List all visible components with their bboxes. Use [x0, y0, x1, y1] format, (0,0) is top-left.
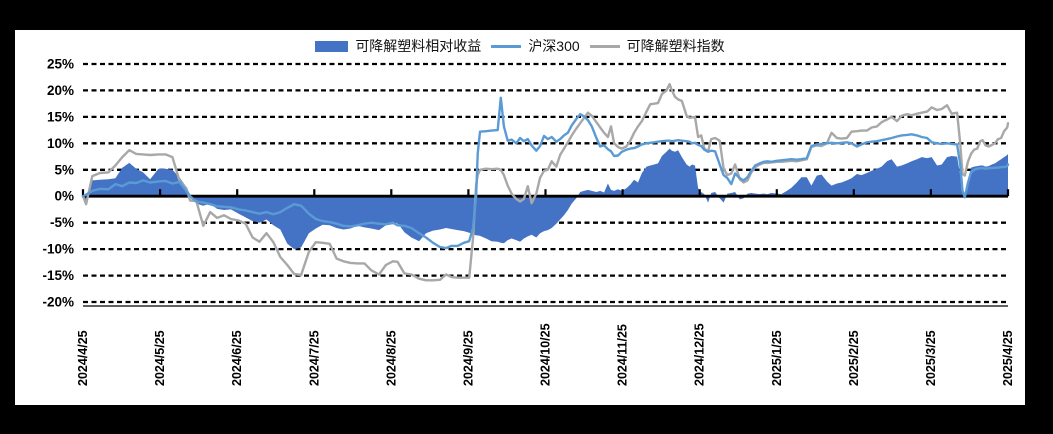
svg-text:20%: 20% [47, 83, 74, 98]
svg-text:2025/2/25: 2025/2/25 [847, 330, 861, 386]
legend-item-csi300: 沪深300 [491, 36, 580, 56]
svg-text:2024/12/25: 2024/12/25 [693, 323, 707, 386]
svg-text:25%: 25% [47, 57, 74, 72]
csi300-line [81, 96, 1010, 250]
legend-item-relative-return: 可降解塑料相对收益 [315, 36, 481, 56]
svg-text:2025/4/25: 2025/4/25 [1001, 330, 1015, 386]
svg-text:0%: 0% [54, 189, 74, 204]
svg-text:-5%: -5% [50, 215, 74, 230]
legend-item-plastics-index: 可降解塑料指数 [589, 36, 725, 56]
legend-label-relative-return: 可降解塑料相对收益 [355, 38, 482, 54]
area-swatch-icon [315, 40, 349, 52]
svg-text:-20%: -20% [42, 295, 74, 310]
svg-text:10%: 10% [47, 136, 74, 151]
svg-text:2024/4/25: 2024/4/25 [76, 330, 90, 386]
svg-text:5%: 5% [54, 162, 74, 177]
plastics-index-line [81, 82, 1010, 282]
line-swatch-icon [491, 44, 522, 48]
line-swatch-icon [589, 44, 620, 48]
chart-panel: 可降解塑料相对收益 沪深300 可降解塑料指数 25% 20% 15% 10% 5% 0%… [15, 30, 1025, 405]
svg-text:2025/1/25: 2025/1/25 [770, 330, 784, 386]
svg-text:2024/10/25: 2024/10/25 [539, 323, 553, 386]
svg-text:-10%: -10% [42, 242, 74, 257]
legend-label-csi300: 沪深300 [528, 38, 580, 54]
svg-text:2024/5/25: 2024/5/25 [153, 330, 167, 386]
y-axis-labels: 25% 20% 15% 10% 5% 0% -5% -10% -15% -20% [42, 57, 74, 310]
svg-text:2024/8/25: 2024/8/25 [384, 330, 398, 386]
svg-text:-15%: -15% [42, 268, 74, 283]
svg-text:15%: 15% [47, 109, 74, 124]
svg-text:2024/9/25: 2024/9/25 [461, 330, 475, 386]
svg-text:2025/3/25: 2025/3/25 [924, 330, 938, 386]
relative-return-chart: 25%20%15%10%5%0%-5%-10%-15%-20%2024/4/25… [42, 57, 1015, 387]
svg-text:2024/11/25: 2024/11/25 [616, 324, 630, 386]
legend-label-plastics-index: 可降解塑料指数 [626, 38, 725, 54]
svg-text:2024/7/25: 2024/7/25 [307, 330, 321, 386]
month-ticks [81, 189, 1010, 197]
x-axis-labels: 2024/4/25 2024/5/25 2024/6/25 2024/7/25 2024… [76, 323, 1015, 386]
chart-legend: 可降解塑料相对收益 沪深300 可降解塑料指数 [15, 36, 1025, 56]
relative-return-area [83, 148, 1008, 250]
svg-text:2024/6/25: 2024/6/25 [230, 330, 244, 386]
